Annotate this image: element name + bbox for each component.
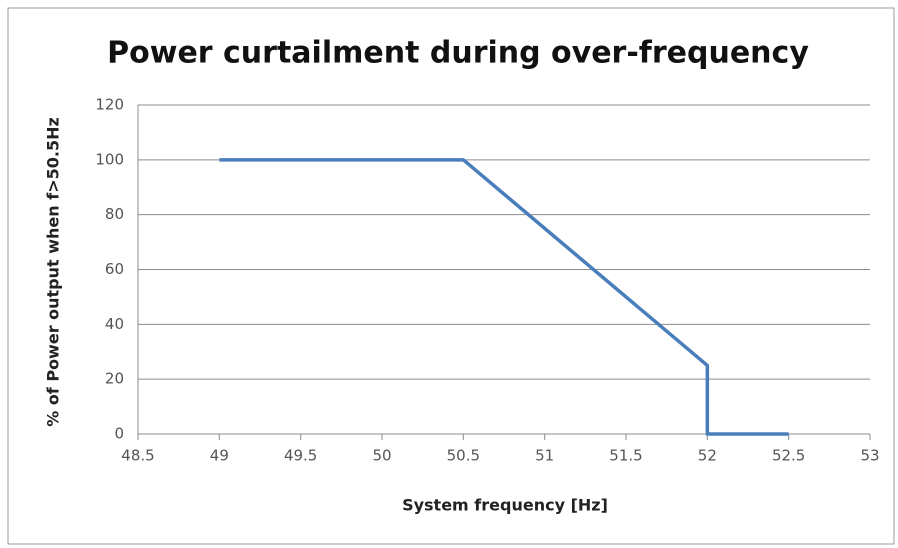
y-tick-label: 20 xyxy=(105,370,124,388)
x-tick-label: 50.5 xyxy=(447,447,480,465)
y-tick-label: 120 xyxy=(95,96,124,114)
chart-title: Power curtailment during over-frequency xyxy=(107,36,809,71)
x-tick-label: 52.5 xyxy=(772,447,805,465)
y-axis-label: % of Power output when f>50.5Hz xyxy=(44,117,63,427)
y-tick-label: 60 xyxy=(105,260,124,278)
y-tick-label: 100 xyxy=(95,150,124,168)
x-tick-label: 49.5 xyxy=(284,447,317,465)
x-tick-label: 52 xyxy=(698,447,717,465)
x-tick-label: 51.5 xyxy=(609,447,642,465)
chart-frame xyxy=(7,7,895,545)
data-line xyxy=(219,158,789,436)
y-tick-label: 0 xyxy=(114,425,124,443)
x-tick-label: 53 xyxy=(860,447,879,465)
x-tick-label: 50 xyxy=(372,447,391,465)
x-axis-label: System frequency [Hz] xyxy=(402,496,608,515)
x-tick-label: 48.5 xyxy=(121,447,154,465)
y-tick-label: 80 xyxy=(105,205,124,223)
x-tick-label: 49 xyxy=(210,447,229,465)
x-tick-label: 51 xyxy=(535,447,554,465)
y-tick-label: 40 xyxy=(105,315,124,333)
